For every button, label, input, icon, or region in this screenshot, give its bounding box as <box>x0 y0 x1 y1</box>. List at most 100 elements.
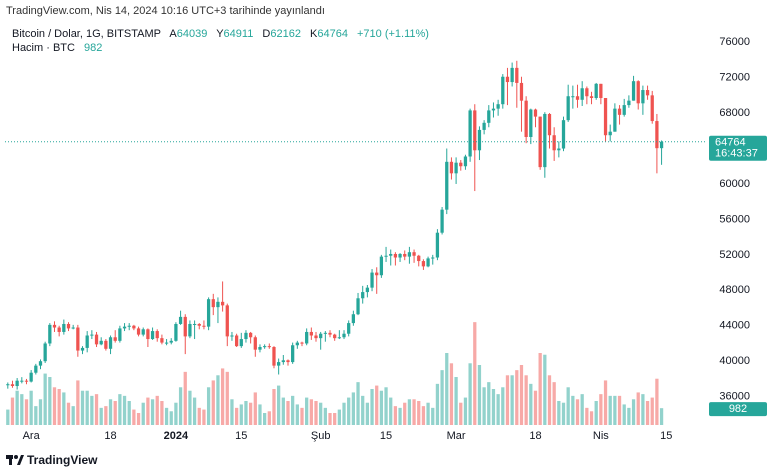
candle-body <box>286 360 290 363</box>
candle-body <box>230 335 234 337</box>
volume-bar <box>281 397 285 425</box>
candle-body <box>645 90 650 96</box>
change: +710 (+1.11%) <box>357 28 429 40</box>
candle-body <box>384 255 388 257</box>
candle-body <box>76 327 80 351</box>
volume-bar <box>220 368 225 425</box>
candle-body <box>356 298 360 315</box>
candle-body <box>608 131 612 136</box>
candle-body <box>603 98 608 136</box>
candle-body <box>99 340 103 345</box>
candle-body <box>295 342 299 346</box>
volume-bar <box>234 407 239 425</box>
candle-body <box>85 335 89 348</box>
candle-body <box>197 323 201 326</box>
volume-bar <box>211 380 215 425</box>
volume-bar <box>136 413 141 425</box>
candle-body <box>585 88 589 97</box>
candle-body <box>239 339 243 347</box>
volume-bar <box>225 371 229 425</box>
candle-body <box>407 252 412 257</box>
volume-bar <box>417 401 421 425</box>
candle-body <box>43 343 47 362</box>
volume-bar <box>253 392 257 425</box>
candle-body <box>52 324 57 328</box>
candle-body <box>370 272 374 288</box>
volume-bar <box>585 407 589 425</box>
candle-body <box>80 347 85 351</box>
volume-bar <box>468 363 472 425</box>
candle-body <box>57 327 61 332</box>
volume-bar <box>384 387 388 425</box>
candle-body <box>449 161 454 174</box>
candle-body <box>501 76 505 105</box>
candle-body <box>24 380 29 382</box>
volume-bar <box>487 382 491 425</box>
volume-bar <box>272 389 276 425</box>
volume-bar <box>267 411 271 425</box>
volume-bar <box>6 409 10 425</box>
candle-body <box>113 337 117 341</box>
candle-body <box>136 328 141 335</box>
header: TradingView.com, Nis 14, 2024 10:16 UTC+… <box>6 5 325 17</box>
candle-body <box>617 108 622 115</box>
volume-bar <box>150 399 155 425</box>
volume-bar <box>529 383 533 425</box>
candle-body <box>659 141 664 149</box>
volume-bar <box>305 397 309 425</box>
candle-body <box>178 316 183 324</box>
candle-body <box>29 372 33 382</box>
candle-body <box>655 121 659 149</box>
candle-body <box>90 334 94 336</box>
candle-body <box>127 325 131 327</box>
volume-bar <box>482 387 486 425</box>
x-tick-label: 18 <box>529 430 541 442</box>
candle-body <box>192 323 197 325</box>
candle-body <box>146 329 150 340</box>
legend-ohlc: Bitcoin / Dolar, 1G, BITSTAMP A64039 Y64… <box>12 28 435 40</box>
candle-body <box>505 76 510 83</box>
y-tick-label: 44000 <box>719 320 750 332</box>
volume-bar <box>291 395 295 425</box>
volume-bar <box>627 407 631 425</box>
candle-body <box>519 82 524 101</box>
volume-bar <box>659 408 664 425</box>
ohlc-label: D <box>262 28 271 40</box>
volume-bar <box>617 395 622 425</box>
volume-bar <box>197 407 201 425</box>
ohlc-label: Y <box>216 28 224 40</box>
candle-body <box>510 67 514 83</box>
candle-body <box>594 83 598 99</box>
candle-body <box>496 104 500 109</box>
candle-body <box>202 325 206 327</box>
volume-bar <box>216 375 220 425</box>
candle-body <box>636 81 640 104</box>
volume-bar <box>375 385 379 425</box>
candle-body <box>361 292 365 299</box>
volume-bar <box>552 382 556 425</box>
candle-body <box>561 120 566 149</box>
volume-bar <box>113 401 117 425</box>
volume-bar <box>496 394 500 425</box>
x-tick-label: 15 <box>660 430 672 442</box>
candle-body <box>435 232 440 258</box>
candle-body <box>281 360 285 363</box>
candle-body <box>365 287 370 293</box>
candle-body <box>220 301 225 306</box>
volume-bar <box>146 397 150 425</box>
x-tick-label: Mar <box>447 430 466 442</box>
volume-bar <box>543 354 547 425</box>
volume-value: 982 <box>84 42 103 54</box>
volume-bar <box>10 397 15 425</box>
candle-body <box>244 332 248 340</box>
volume-bar <box>333 413 337 425</box>
volume-bar <box>188 390 192 425</box>
volume-bar <box>566 387 570 425</box>
candle-body <box>211 299 215 308</box>
candle-body <box>183 316 187 337</box>
candle-body <box>94 334 99 345</box>
volume-bar <box>655 378 659 425</box>
y-tick-label: 48000 <box>719 284 750 296</box>
candle-body <box>613 108 617 132</box>
candle-body <box>547 113 552 136</box>
